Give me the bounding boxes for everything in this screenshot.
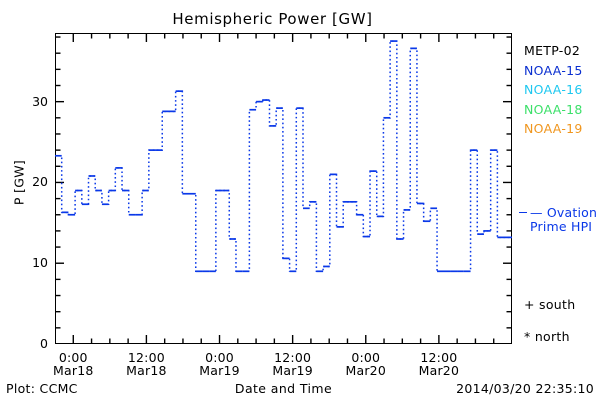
plot-frame [55, 33, 512, 344]
x-tick-date: Mar18 [126, 363, 167, 378]
y-axis-ticks [55, 36, 512, 344]
x-tick-time: 12:00 [420, 350, 458, 365]
x-tick-label: 12:00 Mar20 [401, 351, 477, 377]
legend-ovation-prime: — Ovation Prime HPI [530, 206, 600, 234]
series-step-path [55, 40, 512, 273]
x-tick-label: 0:00 Mar18 [35, 351, 111, 377]
x-tick-date: Mar18 [53, 363, 94, 378]
legend-entry-metp-02: METP-02 [524, 43, 581, 58]
page-title: Hemispheric Power [GW] [172, 10, 373, 28]
x-tick-date: Mar20 [345, 363, 386, 378]
legend-satellites: METP-02 NOAA-15 NOAA-16 NOAA-18 NOAA-19 [524, 41, 600, 139]
legend-marker-north: * north [524, 329, 570, 344]
x-tick-label: 0:00 Mar19 [182, 351, 258, 377]
x-tick-time: 0:00 [58, 350, 88, 365]
x-tick-label: 12:00 Mar18 [108, 351, 184, 377]
x-tick-label: 0:00 Mar20 [328, 351, 404, 377]
y-tick-label: 0 [40, 336, 48, 351]
legend-ovation-line2: Prime HPI [530, 219, 593, 234]
x-tick-label: 12:00 Mar19 [255, 351, 331, 377]
footer-timestamp: 2014/03/20 22:35:10 [456, 381, 594, 396]
x-tick-time: 12:00 [127, 350, 165, 365]
x-axis-title: Date and Time [234, 381, 333, 396]
ovation-legend-dash-icon [519, 212, 527, 213]
x-tick-date: Mar19 [272, 363, 313, 378]
footer-plot-source: Plot: CCMC [6, 381, 78, 396]
legend-entry-noaa-19: NOAA-19 [524, 121, 583, 136]
x-tick-time: 0:00 [205, 350, 234, 365]
x-axis-ticks [55, 33, 512, 344]
x-tick-date: Mar20 [418, 363, 460, 378]
y-tick-label: 30 [32, 93, 48, 109]
legend-entry-noaa-15: NOAA-15 [524, 62, 583, 78]
y-tick-label: 20 [32, 174, 48, 190]
legend-ovation-line1: — Ovation [530, 205, 598, 220]
legend-entry-noaa-16: NOAA-16 [524, 82, 583, 97]
y-tick-label: 10 [32, 255, 48, 271]
x-tick-time: 12:00 [274, 350, 312, 365]
legend-marker-south: + south [524, 297, 576, 312]
data-series-group [55, 40, 512, 273]
x-tick-date: Mar19 [199, 363, 240, 378]
x-tick-time: 0:00 [351, 350, 381, 365]
plot-area [55, 33, 512, 344]
legend-entry-noaa-18: NOAA-18 [524, 101, 583, 117]
